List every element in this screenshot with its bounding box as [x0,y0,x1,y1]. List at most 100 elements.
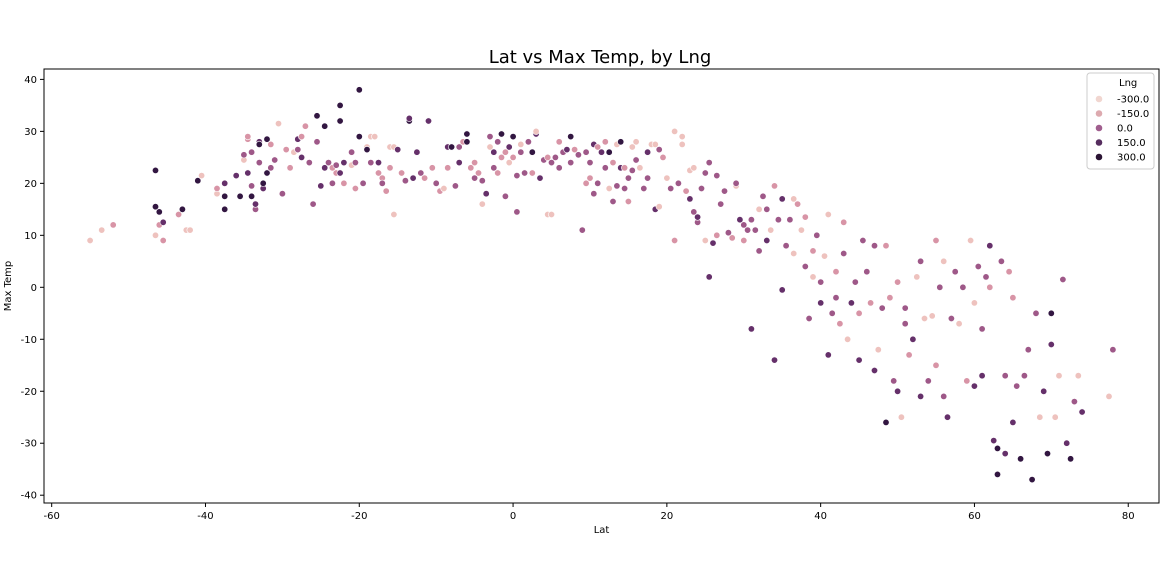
data-point [159,218,167,226]
data-point [509,153,517,161]
x-tick-label: -20 [351,511,367,522]
data-point [732,179,740,187]
data-point [724,229,732,237]
data-point [736,216,744,224]
legend-entry-label: 0.0 [1117,124,1133,135]
data-point [690,208,698,216]
data-point [674,179,682,187]
y-tick-label: -20 [21,387,37,398]
data-point [332,161,340,169]
y-tick-label: 0 [31,283,37,294]
data-point [901,304,909,312]
data-point [340,159,348,167]
data-point [709,239,717,247]
y-axis: -40 -30 -20 -10 0 10 20 30 40 [21,75,44,502]
data-point [1020,372,1028,380]
data-point [890,377,898,385]
data-point [497,153,505,161]
data-point [1109,346,1117,354]
data-point [98,226,106,234]
data-point [770,356,778,364]
data-point [409,174,417,182]
data-point [1013,382,1021,390]
data-point [551,153,559,161]
data-point [282,146,290,154]
legend-entry-label: -300.0 [1117,95,1149,106]
data-point [486,133,494,141]
y-tick-label: -30 [21,439,37,450]
data-point [855,356,863,364]
data-point [870,366,878,374]
x-tick-label: -40 [197,511,213,522]
data-point [263,135,271,143]
data-point [274,120,282,128]
data-point [263,169,271,177]
data-point [778,195,786,203]
data-point [978,372,986,380]
data-point [486,143,494,151]
data-point [813,231,821,239]
data-point [990,437,998,445]
data-point [363,146,371,154]
data-point [213,185,221,193]
data-point [790,195,798,203]
data-point [820,252,828,260]
data-point [248,148,256,156]
data-point [694,213,702,221]
data-point [248,192,256,200]
data-point [601,138,609,146]
data-point [686,195,694,203]
data-point [428,164,436,172]
data-point [232,172,240,180]
data-point [824,351,832,359]
data-point [505,159,513,167]
data-point [505,143,513,151]
data-point [817,278,825,286]
data-point [970,382,978,390]
legend-marker [1095,109,1103,118]
data-point [740,221,748,229]
data-point [586,159,594,167]
x-tick-label: 20 [660,511,673,522]
data-point [324,159,332,167]
data-point [152,231,160,239]
data-point [809,247,817,255]
data-point [609,198,617,206]
data-point [624,198,632,206]
data-point [267,164,275,172]
data-point [547,211,555,219]
data-point [863,268,871,276]
data-point [632,156,640,164]
legend-title: Lng [1119,78,1137,89]
data-point [313,112,321,120]
data-point [563,146,571,154]
data-point [986,283,994,291]
legend-marker [1095,95,1103,103]
data-point [1074,372,1082,380]
data-point [897,413,905,421]
data-point [894,387,902,395]
data-point [175,211,183,219]
data-point [747,216,755,224]
data-point [955,320,963,328]
data-point [617,138,625,146]
data-point [621,185,629,193]
data-point [221,192,229,200]
data-point [663,174,671,182]
data-point [859,237,867,245]
data-point [1036,413,1044,421]
data-point [759,192,767,200]
data-point [836,320,844,328]
data-point [959,283,967,291]
data-point [701,169,709,177]
data-point [463,138,471,146]
data-point [713,231,721,239]
data-point [321,122,329,130]
data-point [497,130,505,138]
data-point [513,172,521,180]
data-point [374,159,382,167]
data-point [494,138,502,146]
data-point [313,138,321,146]
data-point [555,138,563,146]
data-point [1028,476,1036,484]
